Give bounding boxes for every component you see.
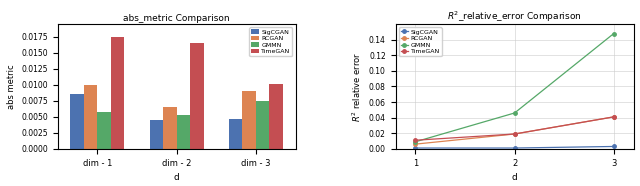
TimeGAN xyxy=(412,139,419,141)
SigCGAN xyxy=(412,147,419,149)
Bar xyxy=(229,119,243,149)
Bar xyxy=(190,43,204,149)
Legend: SigCGAN, RCGAN, GMMN, TimeGAN: SigCGAN, RCGAN, GMMN, TimeGAN xyxy=(250,27,292,56)
Bar xyxy=(177,115,190,149)
Bar xyxy=(150,120,163,149)
GMMN xyxy=(610,32,618,35)
X-axis label: d: d xyxy=(173,173,179,182)
TimeGAN xyxy=(610,116,618,118)
RCGAN xyxy=(511,133,518,135)
Line: RCGAN: RCGAN xyxy=(413,115,616,146)
Bar xyxy=(269,84,283,149)
Title: $R^2$_relative_error Comparison: $R^2$_relative_error Comparison xyxy=(447,10,582,24)
Legend: SigCGAN, RCGAN, GMMN, TimeGAN: SigCGAN, RCGAN, GMMN, TimeGAN xyxy=(399,27,442,56)
Line: SigCGAN: SigCGAN xyxy=(413,145,616,150)
X-axis label: d: d xyxy=(512,173,518,182)
RCGAN xyxy=(610,116,618,118)
Bar xyxy=(163,107,177,149)
Line: GMMN: GMMN xyxy=(413,32,616,144)
RCGAN xyxy=(412,143,419,145)
Y-axis label: abs metric: abs metric xyxy=(6,64,15,109)
SigCGAN xyxy=(511,147,518,149)
Bar xyxy=(256,101,269,149)
Bar xyxy=(243,91,256,149)
GMMN xyxy=(412,141,419,143)
Bar xyxy=(111,37,124,149)
Bar xyxy=(70,94,84,149)
Line: TimeGAN: TimeGAN xyxy=(413,115,616,142)
TimeGAN xyxy=(511,133,518,135)
GMMN xyxy=(511,112,518,114)
Y-axis label: $R^2$ relative error: $R^2$ relative error xyxy=(351,51,364,122)
Bar xyxy=(84,85,97,149)
SigCGAN xyxy=(610,145,618,147)
Bar xyxy=(97,112,111,149)
Title: abs_metric Comparison: abs_metric Comparison xyxy=(124,14,230,23)
